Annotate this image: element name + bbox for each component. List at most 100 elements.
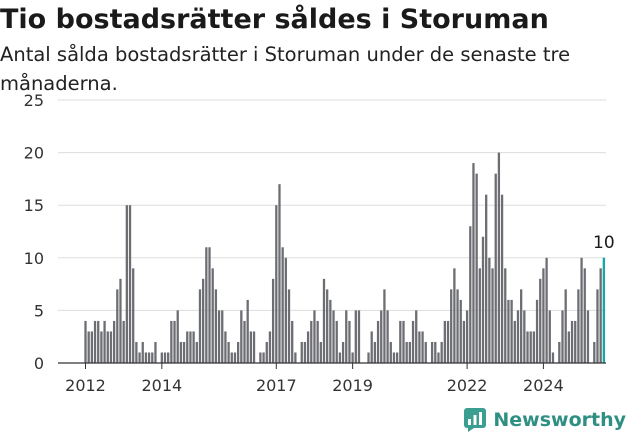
bar	[570, 320, 574, 363]
x-tick-label: 2019	[332, 376, 373, 395]
bar	[319, 341, 322, 363]
bar	[478, 268, 481, 363]
bar	[173, 320, 176, 363]
y-tick-label: 10	[24, 249, 44, 268]
bar	[313, 310, 316, 363]
bar	[147, 352, 151, 363]
bar	[567, 331, 571, 363]
y-tick-label: 25	[24, 91, 44, 110]
bar	[198, 289, 202, 363]
bar	[186, 331, 189, 363]
y-tick-label: 0	[34, 354, 44, 373]
bar	[504, 268, 507, 363]
bar	[383, 289, 386, 363]
bar	[211, 268, 214, 363]
bar	[326, 289, 329, 363]
bar	[462, 320, 466, 363]
bar	[128, 205, 132, 363]
bar	[580, 257, 583, 363]
bar	[271, 278, 275, 363]
bar	[160, 352, 163, 363]
bar	[87, 331, 90, 363]
bar	[465, 310, 469, 363]
bar	[151, 352, 154, 363]
bar	[329, 299, 332, 363]
y-axis-ticks: 0 5 10 15 20 25	[24, 91, 44, 373]
bar	[310, 320, 313, 363]
bar	[84, 320, 87, 363]
newsworthy-logo-icon	[464, 408, 487, 432]
bar	[275, 205, 278, 363]
bar	[345, 310, 348, 363]
bar	[386, 310, 389, 363]
bar	[306, 331, 310, 363]
bar	[221, 310, 224, 363]
bar	[399, 320, 402, 363]
bar	[551, 352, 555, 363]
bar	[485, 194, 488, 363]
bar	[418, 331, 421, 363]
bar	[475, 173, 478, 363]
x-axis-ticks: 2012 2014 2017 2019 2022 2024	[65, 363, 564, 395]
bar	[230, 352, 233, 363]
bar	[526, 331, 529, 363]
bar	[392, 352, 396, 363]
bar	[440, 341, 443, 363]
bar	[434, 341, 437, 363]
bar	[491, 268, 494, 363]
bar	[278, 184, 281, 363]
bar	[586, 310, 590, 363]
bar	[539, 278, 542, 363]
bar	[437, 352, 440, 363]
bar	[596, 289, 599, 363]
y-tick-label: 20	[24, 144, 44, 163]
bar	[303, 341, 307, 363]
bar	[93, 320, 97, 363]
bar	[354, 310, 357, 363]
bar	[421, 331, 424, 363]
bar	[535, 299, 539, 363]
bar	[90, 331, 94, 363]
bar	[415, 310, 418, 363]
bar	[243, 320, 246, 363]
highlight-value-label: 10	[593, 233, 615, 253]
bar	[233, 352, 237, 363]
bar	[561, 310, 564, 363]
bar	[240, 310, 243, 363]
bar	[402, 320, 405, 363]
bar	[542, 268, 545, 363]
bars	[84, 152, 605, 363]
bar	[116, 289, 119, 363]
bar	[259, 352, 262, 363]
bar	[450, 289, 453, 363]
bar	[122, 320, 125, 363]
bar	[510, 299, 513, 363]
bar	[141, 341, 144, 363]
bar	[135, 341, 138, 363]
bar	[593, 341, 596, 363]
brand-name: Newsworthy	[493, 409, 626, 431]
bar	[236, 341, 240, 363]
bar	[249, 331, 253, 363]
bar	[300, 341, 303, 363]
bar	[577, 289, 580, 363]
chart-title: Tio bostadsrätter såldes i Storuman	[0, 4, 549, 35]
bar	[520, 289, 523, 363]
bar	[494, 173, 497, 363]
bar	[195, 341, 198, 363]
bar	[389, 341, 392, 363]
gridlines	[58, 99, 606, 311]
bar	[513, 320, 516, 363]
highlight-bar	[602, 257, 605, 363]
bar	[469, 226, 472, 363]
bar	[125, 205, 128, 363]
bar	[516, 310, 520, 363]
bar	[548, 310, 551, 363]
bar	[338, 352, 342, 363]
bar	[380, 310, 383, 363]
bar	[488, 257, 491, 363]
bar	[500, 194, 504, 363]
newsworthy-logo: Newsworthy	[463, 407, 626, 433]
bar	[100, 331, 103, 363]
